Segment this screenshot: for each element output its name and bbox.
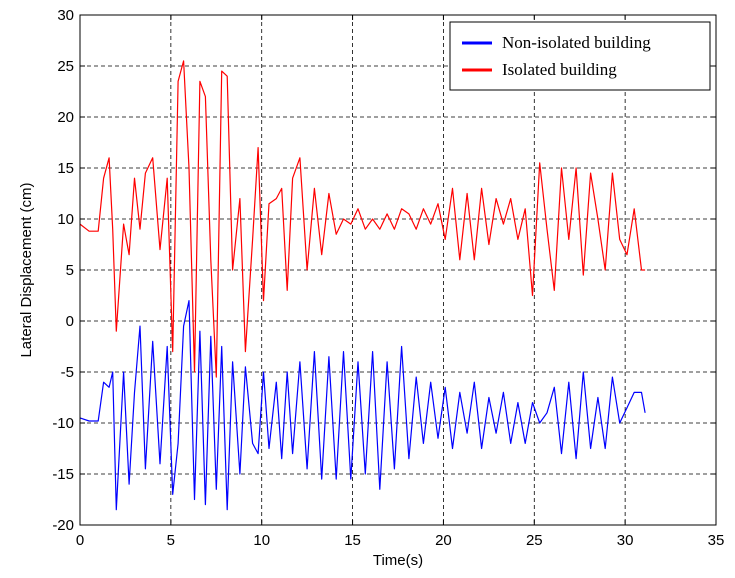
y-tick-label: 25 <box>57 58 74 75</box>
grid-lines <box>80 15 716 525</box>
legend-box <box>449 21 711 91</box>
y-tick-labels: -20 -15 -10 -5 0 5 10 15 20 25 30 <box>52 7 74 534</box>
series-line-1 <box>79 60 646 378</box>
x-tick-label: 5 <box>167 532 175 549</box>
y-tick-label: -5 <box>61 364 74 381</box>
y-tick-label: 0 <box>66 313 74 330</box>
x-tick-label: 20 <box>435 532 452 549</box>
x-tick-label: 25 <box>526 532 543 549</box>
y-tick-label: -10 <box>52 415 74 432</box>
y-tick-label: -15 <box>52 466 74 483</box>
legend-label-non-isolated: Non-isolated building <box>502 33 651 52</box>
x-tick-labels: 0 5 10 15 20 25 30 35 <box>76 532 725 549</box>
x-axis-title: Time(s) <box>373 552 423 569</box>
legend-label-isolated: Isolated building <box>502 60 617 79</box>
y-tick-label: 30 <box>57 7 74 24</box>
series-line-0 <box>79 300 646 511</box>
x-tick-label: 30 <box>617 532 634 549</box>
y-tick-label: 10 <box>57 211 74 228</box>
legend: Non-isolated building Isolated building <box>449 21 711 91</box>
x-tick-label: 0 <box>76 532 84 549</box>
axis-ticks <box>79 14 717 526</box>
x-tick-label: 15 <box>344 532 361 549</box>
y-tick-label: 5 <box>66 262 74 279</box>
x-tick-label: 35 <box>708 532 725 549</box>
y-tick-label: -20 <box>52 517 74 534</box>
x-tick-label: 10 <box>253 532 270 549</box>
y-tick-label: 20 <box>57 109 74 126</box>
y-tick-label: 15 <box>57 160 74 177</box>
y-axis-title: Lateral Displacement (cm) <box>18 182 35 357</box>
series-lines <box>79 60 646 511</box>
